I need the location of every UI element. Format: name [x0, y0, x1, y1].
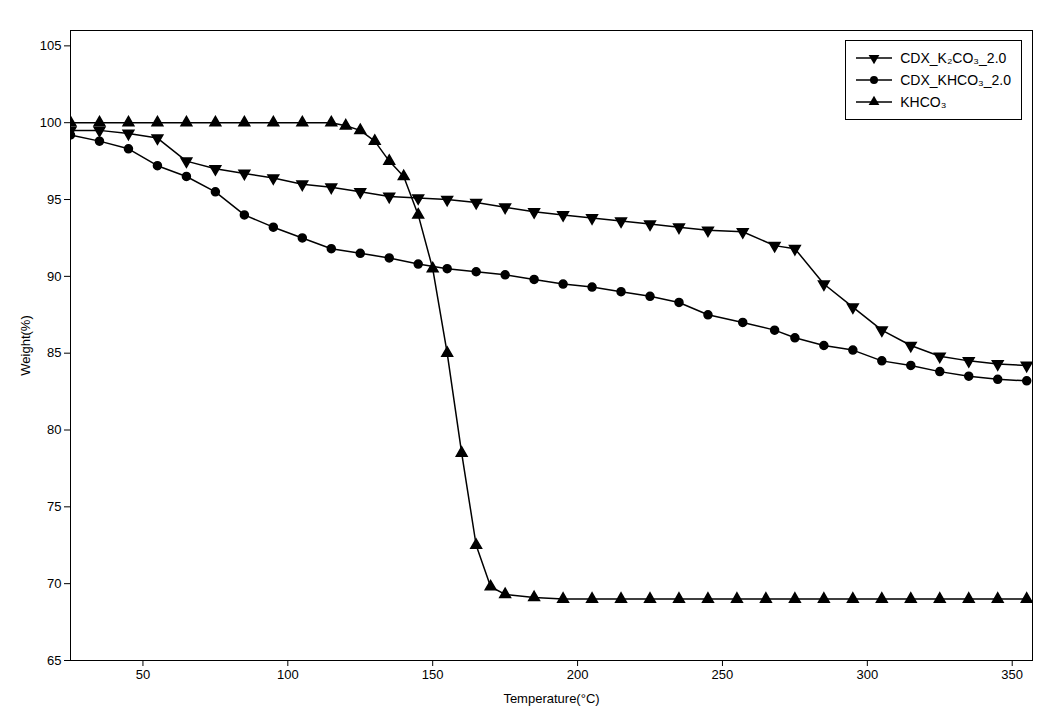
html-text:KHCO₃: KHCO₃ [900, 94, 947, 110]
svg-text:100: 100 [40, 115, 62, 130]
svg-text:250: 250 [712, 667, 734, 682]
svg-text:50: 50 [136, 667, 150, 682]
html-text:CDX_K₂CO₃_2.0: CDX_K₂CO₃_2.0 [900, 50, 1007, 66]
svg-text:Weight(%): Weight(%) [18, 315, 33, 375]
svg-text:80: 80 [47, 422, 61, 437]
svg-text:65: 65 [47, 653, 61, 668]
svg-text:105: 105 [40, 38, 62, 53]
svg-text:200: 200 [567, 667, 589, 682]
svg-text:100: 100 [277, 667, 299, 682]
svg-text:90: 90 [47, 269, 61, 284]
svg-text:150: 150 [422, 667, 444, 682]
svg-text:70: 70 [47, 576, 61, 591]
svg-text:75: 75 [47, 499, 61, 514]
svg-text:85: 85 [47, 345, 61, 360]
svg-text:Temperature(°C): Temperature(°C) [503, 691, 599, 706]
svg-text:350: 350 [1001, 667, 1023, 682]
html-text:CDX_KHCO₃_2.0: CDX_KHCO₃_2.0 [900, 72, 1011, 88]
svg-text:95: 95 [47, 192, 61, 207]
svg-text:300: 300 [856, 667, 878, 682]
